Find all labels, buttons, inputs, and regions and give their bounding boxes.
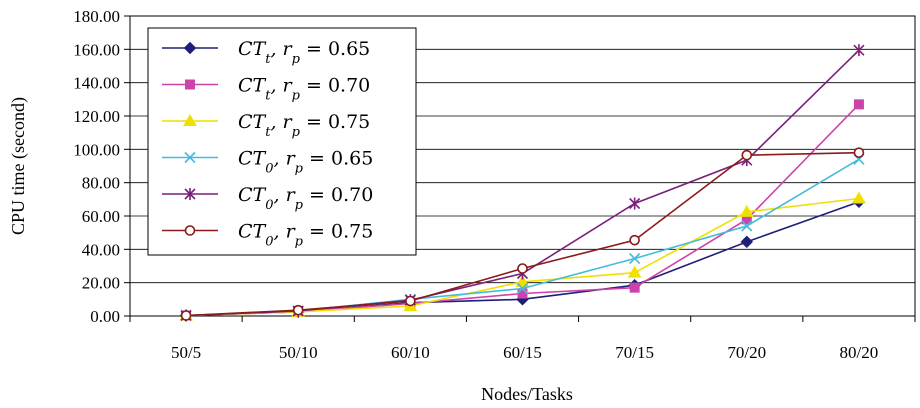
legend-entry: CTt, rp = 0.70 [162, 75, 370, 104]
data-point [853, 99, 864, 110]
data-point [629, 197, 641, 210]
y-tick-label: 140.00 [73, 74, 120, 93]
series-6 [180, 147, 865, 321]
data-point [405, 295, 416, 307]
legend-label: CTt, rp = 0.65 [238, 38, 370, 67]
x-tick-label: 50/10 [279, 343, 318, 362]
legend-label: CTt, rp = 0.70 [238, 75, 370, 104]
data-point [853, 147, 865, 158]
data-point [629, 234, 640, 246]
series-layer [179, 44, 866, 322]
data-point [740, 235, 753, 249]
y-tick-label: 20.00 [82, 274, 120, 293]
data-point [629, 282, 640, 293]
data-point [184, 225, 196, 236]
legend-entry: CTt, rp = 0.65 [162, 38, 370, 67]
data-point [627, 265, 642, 278]
y-tick-label: 120.00 [73, 107, 120, 126]
data-point [517, 288, 528, 299]
data-point [184, 188, 196, 200]
data-point [853, 44, 865, 57]
data-point [741, 149, 753, 161]
legend-entry: CT0, rp = 0.65 [162, 148, 373, 177]
y-tick-label: 180.00 [73, 7, 120, 26]
data-point [515, 274, 530, 287]
x-tick-label: 80/20 [840, 343, 879, 362]
data-point [183, 41, 197, 55]
y-tick-label: 0.00 [90, 307, 120, 326]
x-tick-label: 50/5 [171, 343, 201, 362]
data-point [184, 151, 196, 164]
legend-entry: CT0, rp = 0.70 [162, 184, 373, 213]
y-tick-label: 60.00 [82, 207, 120, 226]
legend-box [147, 27, 417, 256]
data-point [517, 263, 528, 274]
legend-label: CTt, rp = 0.75 [238, 111, 370, 140]
legend-label: CT0, rp = 0.75 [238, 221, 373, 250]
y-tick-label: 160.00 [73, 40, 120, 59]
data-point [516, 282, 529, 295]
x-tick-label: 60/10 [391, 343, 430, 362]
legend: CTt, rp = 0.65 CTt, rp = 0.70 CTt, rp = 0.… [147, 27, 417, 256]
y-tick-label: 40.00 [82, 240, 120, 259]
data-point [185, 79, 195, 90]
plot-frame [129, 15, 916, 317]
data-point [180, 310, 192, 321]
data-point [739, 204, 754, 217]
data-point [183, 113, 197, 126]
y-axis-title: CPU time (second) [8, 97, 29, 235]
x-axis-title: Nodes/Tasks [481, 384, 573, 404]
y-tick-label: 80.00 [82, 174, 120, 193]
data-point [852, 191, 866, 204]
x-tick-label: 70/20 [727, 343, 766, 362]
data-point [292, 304, 304, 316]
y-tick-label: 100.00 [73, 140, 120, 159]
legend-label: CT0, rp = 0.70 [238, 184, 373, 213]
x-tick-label: 60/15 [503, 343, 542, 362]
axes: 0.00 20.00 40.00 60.00 80.00 100.00 120.00 140.… [73, 7, 916, 362]
data-point [741, 220, 753, 232]
legend-entry: CT0, rp = 0.75 [162, 221, 373, 250]
x-tick-label: 70/15 [615, 343, 654, 362]
data-point [629, 252, 641, 265]
legend-entry: CTt, rp = 0.75 [162, 111, 370, 140]
legend-label: CT0, rp = 0.65 [238, 148, 373, 177]
